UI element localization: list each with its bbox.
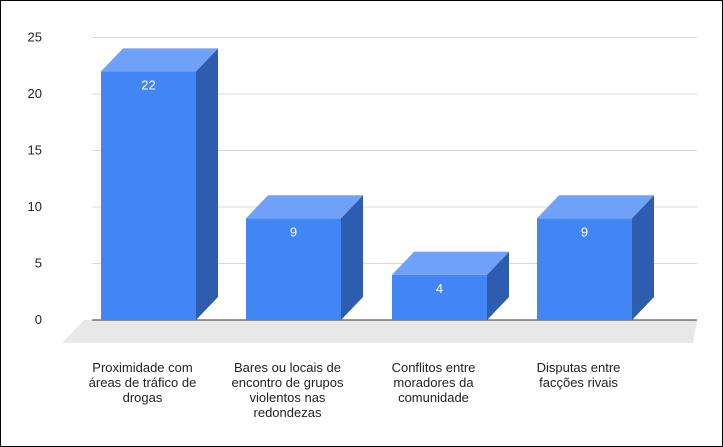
bar-front — [392, 274, 487, 320]
y-tick-label: 20 — [28, 86, 42, 101]
bar-side — [341, 195, 363, 320]
data-label: 9 — [290, 224, 297, 239]
bar: 9 — [537, 195, 654, 320]
bar-top — [101, 48, 218, 72]
chart-floor — [62, 320, 697, 343]
y-tick-label: 0 — [35, 312, 42, 327]
bar-front — [537, 218, 632, 320]
y-tick-label: 10 — [28, 199, 42, 214]
bar-front — [101, 71, 196, 321]
x-axis: Proximidade com áreas de tráfico de drogas… — [89, 360, 621, 420]
bar-side — [487, 251, 509, 320]
bar-top — [246, 195, 363, 219]
bars: 22 9 4 9 — [101, 48, 654, 321]
y-tick-label: 5 — [35, 256, 42, 271]
bar-side — [196, 48, 218, 321]
bar: 22 — [101, 48, 218, 321]
bar-front — [246, 218, 341, 320]
data-label: 4 — [436, 281, 443, 296]
x-tick-label: Bares ou locais de encontro de grupos viol… — [231, 360, 344, 420]
data-label: 22 — [141, 77, 155, 92]
bar: 9 — [246, 195, 363, 320]
bar-side — [632, 195, 654, 320]
y-tick-label: 15 — [28, 143, 42, 158]
y-axis: 0 5 10 15 20 25 — [28, 30, 42, 328]
bar-top — [392, 251, 509, 275]
data-label: 9 — [581, 224, 588, 239]
x-tick-label: Conflitos entre moradores da comunidade — [392, 360, 476, 405]
x-tick-label: Proximidade com áreas de tráfico de drogas — [89, 360, 197, 405]
y-tick-label: 25 — [28, 30, 42, 45]
x-tick-label: Disputas entre facções rivais — [537, 360, 621, 390]
bar: 4 — [392, 251, 509, 320]
bar-top — [537, 195, 654, 219]
